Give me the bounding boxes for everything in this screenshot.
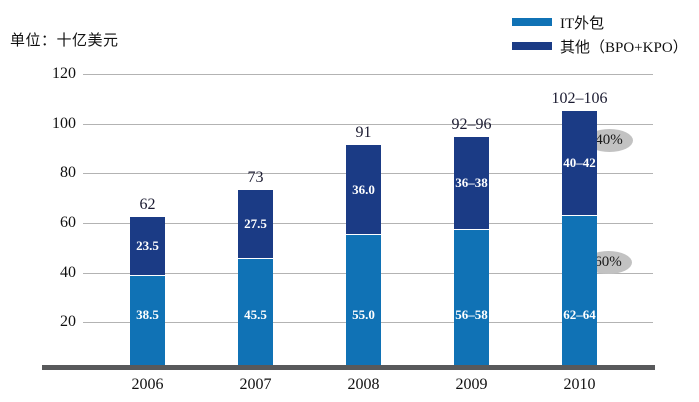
bar-2010-it-outsourcing-value: 62–64 bbox=[563, 307, 596, 322]
bar-2009-others-value: 36–38 bbox=[455, 175, 488, 190]
bar-2010-it-outsourcing-segment: 62–64 bbox=[562, 216, 597, 370]
bar-2007-it-outsourcing-value: 45.5 bbox=[244, 307, 267, 322]
y-tick-label-100: 100 bbox=[52, 114, 76, 132]
bar-2009-it-outsourcing-segment: 56–58 bbox=[454, 230, 489, 370]
bar-2006-others-segment: 23.5 bbox=[130, 217, 165, 275]
bar-2010-others-segment: 40–42 bbox=[562, 111, 597, 215]
gridline-100 bbox=[83, 123, 653, 125]
bar-2006-total-label: 62 bbox=[139, 196, 156, 213]
bar-2006-it-outsourcing-value: 38.5 bbox=[136, 307, 159, 322]
bar-2010-total-label: 102–106 bbox=[551, 90, 608, 107]
y-tick-label-80: 80 bbox=[60, 164, 76, 182]
x-tick-label-2010: 2010 bbox=[563, 376, 596, 393]
annotation-ellipse-40%: 40% bbox=[585, 128, 633, 152]
bar-2009-others-segment: 36–38 bbox=[454, 137, 489, 229]
legend-swatch-light-blue bbox=[512, 18, 552, 26]
legend-label-others-bpo-kpo: 其他（BPO+KPO） bbox=[560, 39, 688, 56]
x-tick-label-2009: 2009 bbox=[455, 376, 488, 393]
bar-2010-others-value: 40–42 bbox=[563, 155, 596, 170]
y-tick-label-40: 40 bbox=[60, 263, 76, 281]
x-tick-label-2006: 2006 bbox=[131, 376, 164, 393]
legend-swatch-dark-blue bbox=[512, 42, 552, 50]
gridline-120 bbox=[83, 74, 653, 75]
legend: IT外包 其他（BPO+KPO） bbox=[512, 10, 688, 58]
bar-2007-it-outsourcing-segment: 45.5 bbox=[238, 259, 273, 370]
y-tick-label-60: 60 bbox=[60, 214, 76, 231]
legend-item-it-outsourcing: IT外包 bbox=[512, 10, 688, 34]
bar-2008-total-label: 91 bbox=[355, 124, 372, 141]
unit-label: 单位：十亿美元 bbox=[10, 33, 119, 49]
bar-2007-others-value: 27.5 bbox=[244, 216, 267, 231]
x-tick-label-2008: 2008 bbox=[347, 376, 380, 393]
bar-2009-it-outsourcing-value: 56–58 bbox=[455, 307, 488, 322]
bar-2006-it-outsourcing-segment: 38.5 bbox=[130, 276, 165, 370]
bar-2008-others-segment: 36.0 bbox=[346, 145, 381, 234]
bar-2007-total-label: 73 bbox=[247, 169, 264, 186]
y-tick-label-20: 20 bbox=[60, 313, 76, 331]
bar-2006-others-value: 23.5 bbox=[136, 238, 159, 253]
bar-2008-it-outsourcing-value: 55.0 bbox=[352, 307, 375, 322]
x-axis-line bbox=[42, 365, 655, 370]
x-tick-label-2007: 2007 bbox=[239, 376, 272, 393]
bar-2008-it-outsourcing-segment: 55.0 bbox=[346, 235, 381, 370]
bar-2009-total-label: 92–96 bbox=[451, 116, 492, 133]
y-tick-label-120: 120 bbox=[52, 65, 76, 82]
bar-2008-others-value: 36.0 bbox=[352, 181, 375, 197]
legend-item-others-bpo-kpo: 其他（BPO+KPO） bbox=[512, 34, 688, 58]
legend-label-it-outsourcing: IT外包 bbox=[560, 15, 605, 32]
bar-2007-others-segment: 27.5 bbox=[238, 190, 273, 258]
